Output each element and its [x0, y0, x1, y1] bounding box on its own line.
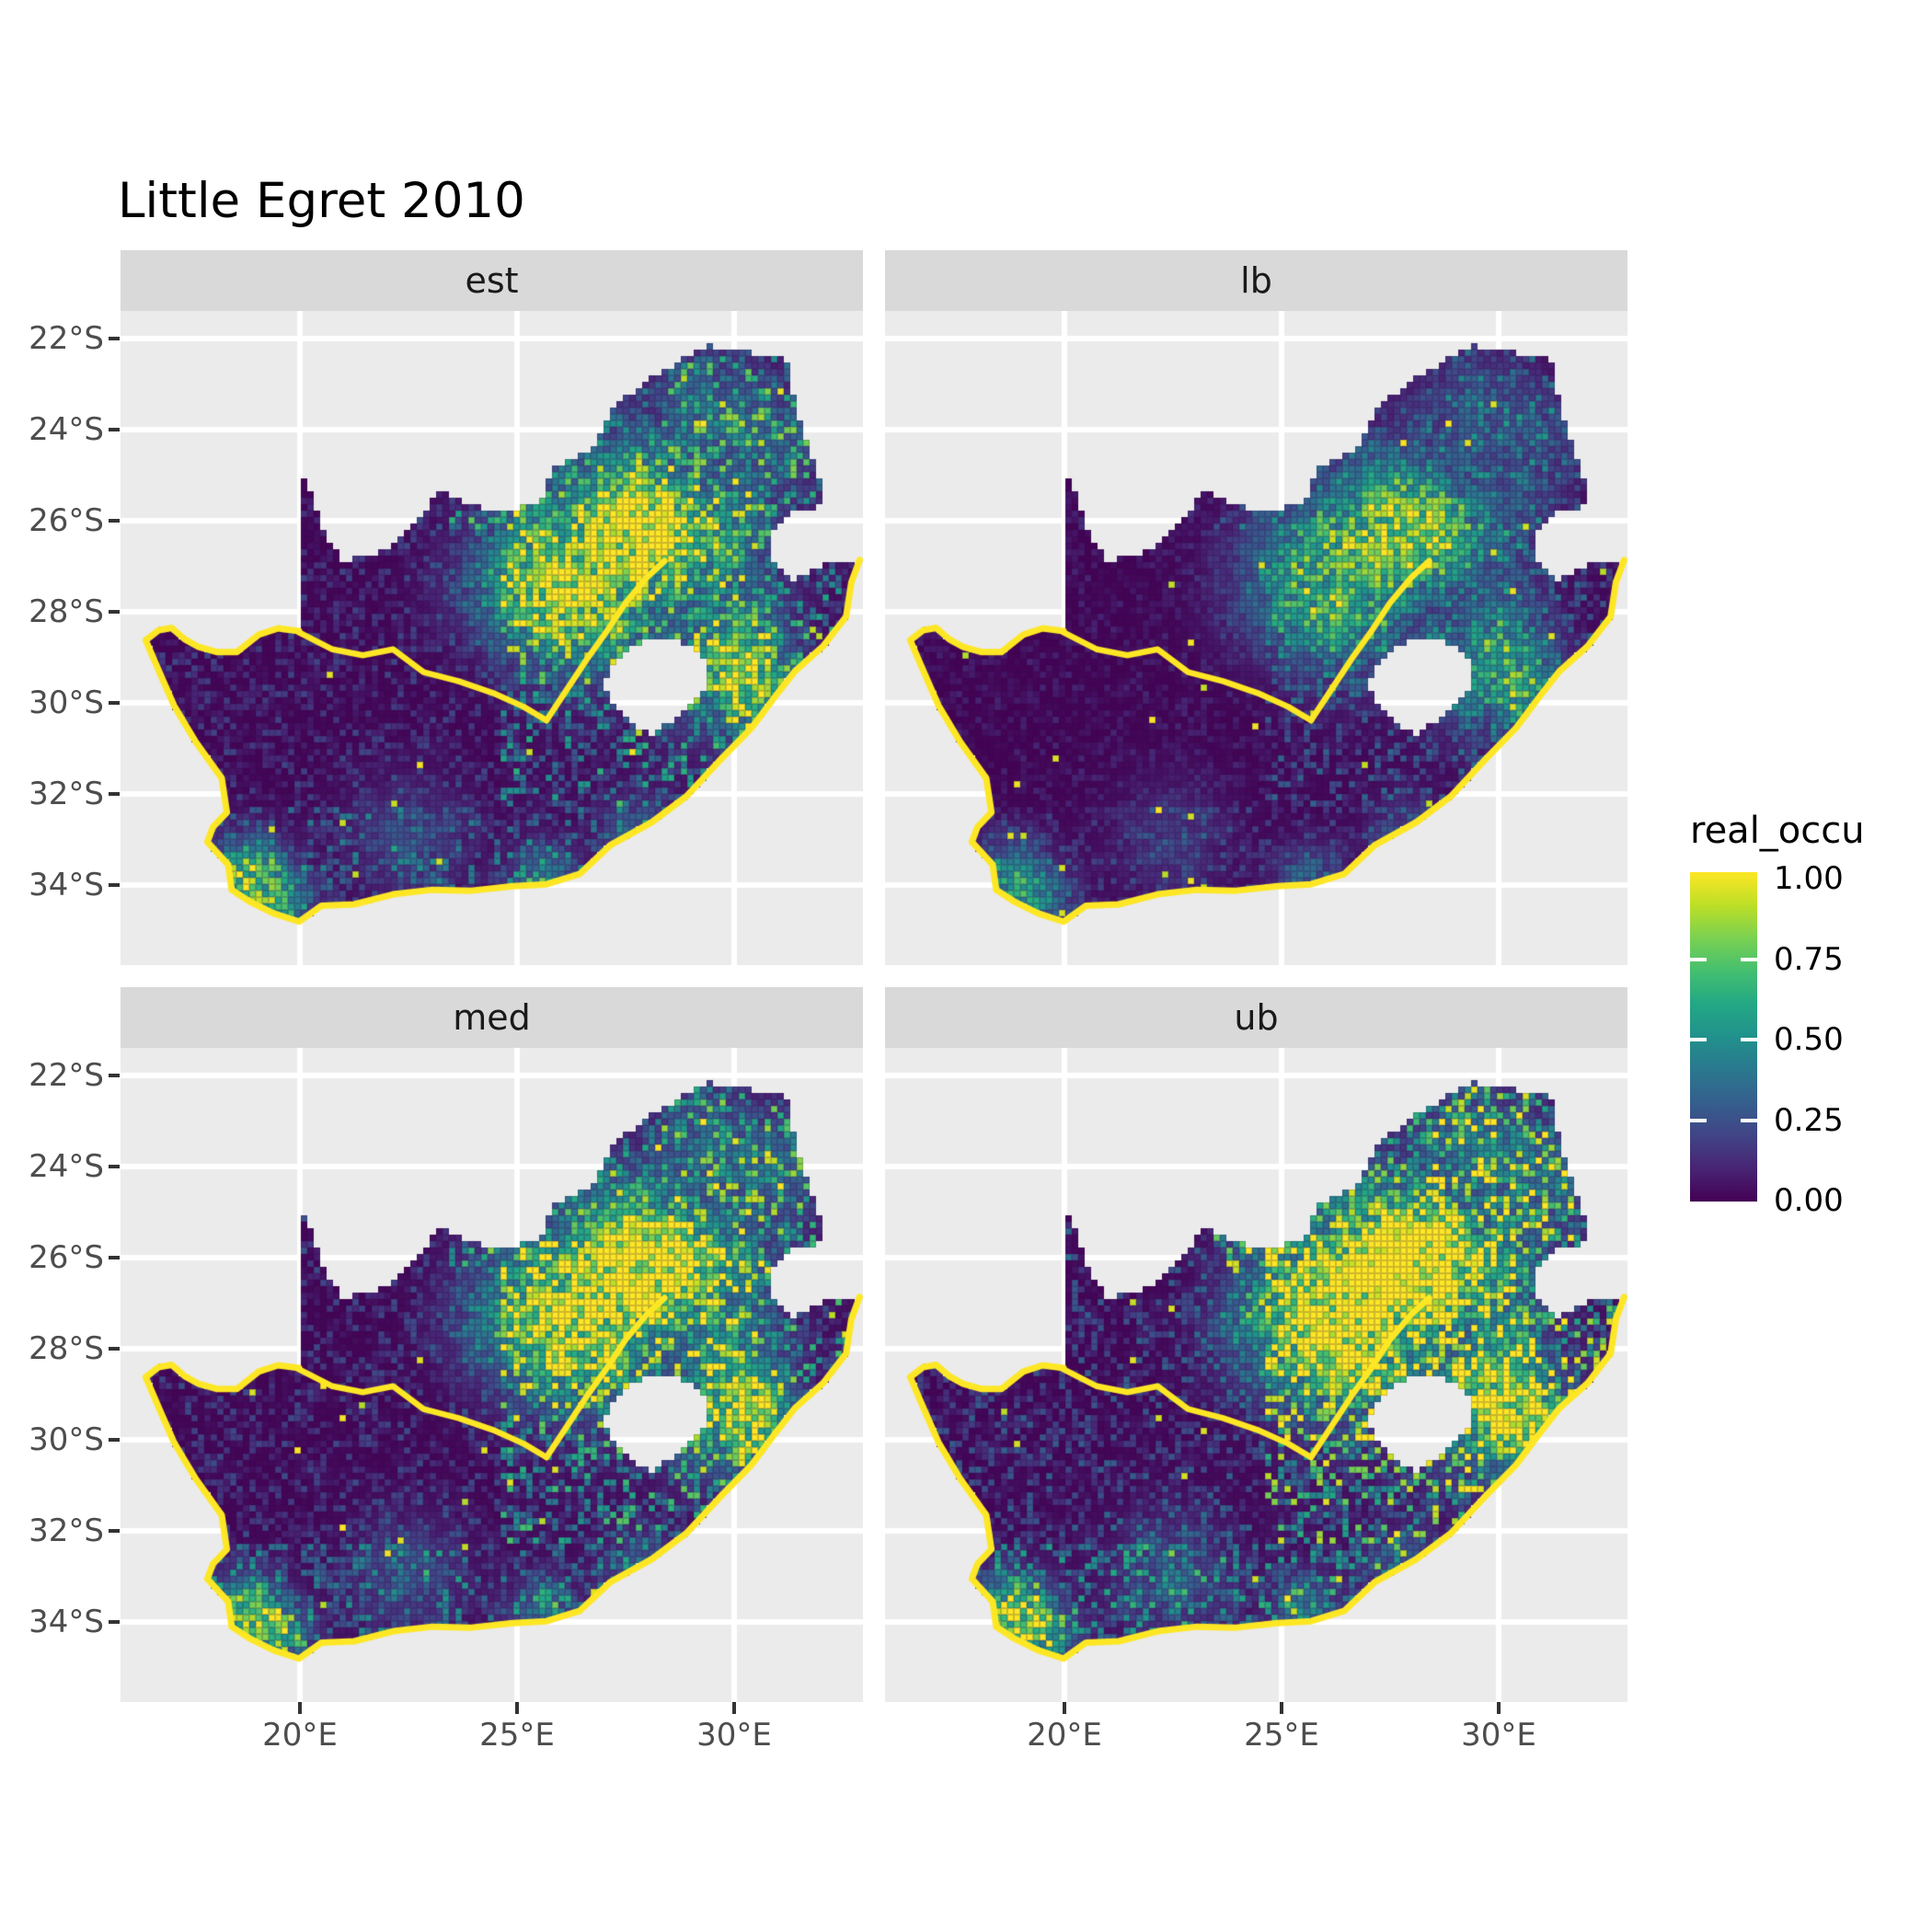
y-tick-mark	[109, 792, 120, 796]
facet-strip-label: lb	[1240, 260, 1272, 301]
x-tick-label: 25°E	[479, 1717, 555, 1754]
legend-tick-mark	[1741, 958, 1757, 961]
legend-label: 0.75	[1774, 941, 1844, 978]
facet-strip-est: est	[121, 250, 863, 311]
facet-strip-label: med	[453, 997, 531, 1038]
y-tick-label: 34°S	[29, 1604, 104, 1640]
y-tick-mark	[109, 519, 120, 523]
facet-med: med	[121, 987, 863, 1702]
x-tick-label: 25°E	[1244, 1717, 1319, 1754]
x-tick-label: 20°E	[262, 1717, 338, 1754]
y-tick-mark	[109, 610, 120, 614]
x-tick-label: 30°E	[1461, 1717, 1536, 1754]
x-tick-mark	[732, 1702, 736, 1714]
x-tick-label: 20°E	[1027, 1717, 1102, 1754]
y-tick-mark	[109, 1529, 120, 1533]
facet-strip-med: med	[121, 987, 863, 1048]
y-tick-mark	[109, 1256, 120, 1259]
y-tick-label: 32°S	[29, 1512, 104, 1549]
x-tick-mark	[1063, 1702, 1066, 1714]
y-tick-label: 28°S	[29, 1330, 104, 1367]
facet-map-canvas-ub	[885, 1048, 1627, 1702]
y-tick-label: 34°S	[29, 867, 104, 903]
y-tick-mark	[109, 337, 120, 340]
x-tick-label: 30°E	[696, 1717, 772, 1754]
y-tick-mark	[109, 1347, 120, 1351]
legend-tick-mark	[1741, 1119, 1757, 1122]
y-tick-label: 22°S	[29, 320, 104, 357]
y-tick-mark	[109, 1620, 120, 1624]
y-tick-label: 24°S	[29, 411, 104, 448]
facet-map-canvas-med	[121, 1048, 863, 1702]
facet-strip-ub: ub	[885, 987, 1627, 1048]
x-tick-mark	[1280, 1702, 1283, 1714]
legend-tick-mark	[1690, 1038, 1707, 1041]
x-tick-mark	[1497, 1702, 1501, 1714]
facet-strip-label: ub	[1234, 997, 1279, 1038]
y-tick-label: 22°S	[29, 1057, 104, 1094]
y-tick-mark	[109, 883, 120, 887]
y-tick-mark	[109, 1074, 120, 1077]
y-tick-mark	[109, 701, 120, 705]
facet-lb: lb	[885, 250, 1627, 965]
facet-strip-lb: lb	[885, 250, 1627, 311]
y-tick-mark	[109, 428, 120, 431]
y-tick-mark	[109, 1438, 120, 1442]
y-tick-mark	[109, 1165, 120, 1168]
legend-colorbar	[1690, 872, 1757, 1202]
y-tick-label: 32°S	[29, 776, 104, 812]
x-tick-mark	[298, 1702, 302, 1714]
facet-strip-label: est	[465, 260, 519, 301]
y-tick-label: 24°S	[29, 1148, 104, 1185]
facet-ub: ub	[885, 987, 1627, 1702]
y-tick-label: 26°S	[29, 502, 104, 539]
y-tick-label: 30°S	[29, 684, 104, 721]
facet-map-canvas-est	[121, 311, 863, 965]
legend-label: 0.50	[1774, 1021, 1844, 1058]
facet-map-canvas-lb	[885, 311, 1627, 965]
legend-label: 0.00	[1774, 1182, 1844, 1219]
y-tick-label: 28°S	[29, 593, 104, 630]
x-tick-mark	[515, 1702, 519, 1714]
y-tick-label: 26°S	[29, 1239, 104, 1276]
facet-est: est	[121, 250, 863, 965]
legend-tick-mark	[1741, 1038, 1757, 1041]
legend-label: 1.00	[1774, 860, 1844, 897]
legend-tick-mark	[1690, 1119, 1707, 1122]
plot-title: Little Egret 2010	[118, 173, 525, 229]
y-tick-label: 30°S	[29, 1421, 104, 1458]
legend-title: real_occu	[1690, 810, 1865, 852]
legend-label: 0.25	[1774, 1102, 1844, 1139]
legend-tick-mark	[1690, 958, 1707, 961]
